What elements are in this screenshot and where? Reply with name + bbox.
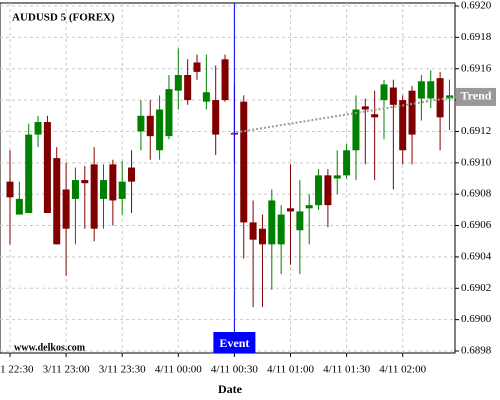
y-tick-label: 0.6912: [461, 125, 491, 137]
candle-body: [221, 59, 229, 101]
x-tick-label: 3/11 23:30: [99, 364, 146, 376]
candle-body: [146, 115, 154, 137]
candle-body: [343, 150, 351, 176]
candle-body: [81, 180, 89, 184]
x-tick-label: 4/11 02:00: [379, 364, 426, 376]
y-tick-label: 0.6898: [461, 345, 492, 357]
y-tick-label: 0.6902: [461, 282, 491, 294]
candle-body: [361, 106, 369, 110]
trend-line: [232, 95, 456, 135]
candle-body: [118, 181, 126, 199]
chart-title: AUDUSD 5 (FOREX): [12, 12, 115, 24]
candle-body: [315, 175, 323, 206]
y-tick-label: 0.6900: [461, 313, 492, 325]
candle-body: [90, 164, 98, 229]
x-tick-label: 4/11 01:00: [267, 364, 314, 376]
candle-body: [389, 87, 397, 105]
candle-body: [25, 134, 33, 213]
candle-body: [15, 198, 23, 215]
candle-body: [305, 205, 313, 209]
y-tick-label: 0.6904: [461, 250, 492, 262]
y-tick-label: 0.6918: [461, 31, 492, 43]
candle-body: [43, 122, 51, 213]
x-tick-label: 3/11 22:30: [0, 364, 34, 376]
candle-body: [352, 109, 360, 151]
y-tick-label: 0.6916: [461, 62, 492, 74]
x-tick-label: 4/11 00:00: [155, 364, 202, 376]
x-tick-label: 4/11 00:30: [211, 364, 258, 376]
plot-frame: [0, 2, 456, 354]
x-tick-label: 3/11 23:00: [43, 364, 90, 376]
candle-body: [202, 92, 210, 102]
x-tick-label: 4/11 01:30: [323, 364, 370, 376]
candle-body: [380, 84, 388, 101]
watermark: www.delkos.com: [14, 342, 86, 353]
x-axis-title: Date: [218, 382, 243, 396]
candle-body: [258, 228, 266, 245]
candle-body: [324, 175, 332, 206]
candle-body: [399, 100, 407, 151]
candle-body: [371, 114, 379, 118]
candle-body: [165, 89, 173, 137]
candle-body: [100, 180, 107, 199]
candle-body: [240, 101, 248, 223]
candle-body: [333, 175, 341, 179]
candle-body: [34, 122, 42, 135]
candle-body: [277, 214, 285, 245]
y-tick-label: 0.6910: [461, 156, 492, 168]
y-tick-label: 0.6920: [461, 0, 492, 12]
candle-body: [287, 208, 294, 212]
event-label: Event: [219, 336, 249, 350]
candle-body: [53, 158, 61, 245]
candle-body: [417, 81, 425, 99]
candle-body: [296, 211, 304, 231]
candle-body: [109, 164, 117, 201]
candle-body: [174, 75, 182, 91]
candle-body: [249, 222, 257, 240]
trend-box: [456, 87, 496, 106]
candle-body: [62, 189, 70, 229]
y-tick-label: 0.6908: [461, 188, 492, 200]
candle-body: [184, 75, 192, 101]
candle-body: [427, 81, 435, 99]
y-tick-label: 0.6906: [461, 219, 492, 231]
candle-body: [436, 78, 444, 118]
candle-body: [193, 62, 201, 72]
candle-body: [6, 181, 14, 198]
candle-body: [137, 115, 145, 132]
candle-body: [212, 100, 220, 135]
candle-body: [128, 167, 136, 182]
trend-label: Trend: [461, 89, 492, 103]
event-box: [213, 332, 256, 353]
candle-body: [408, 90, 416, 135]
candle-body: [71, 180, 79, 199]
candle-body: [268, 200, 276, 245]
candle-body: [156, 109, 164, 151]
